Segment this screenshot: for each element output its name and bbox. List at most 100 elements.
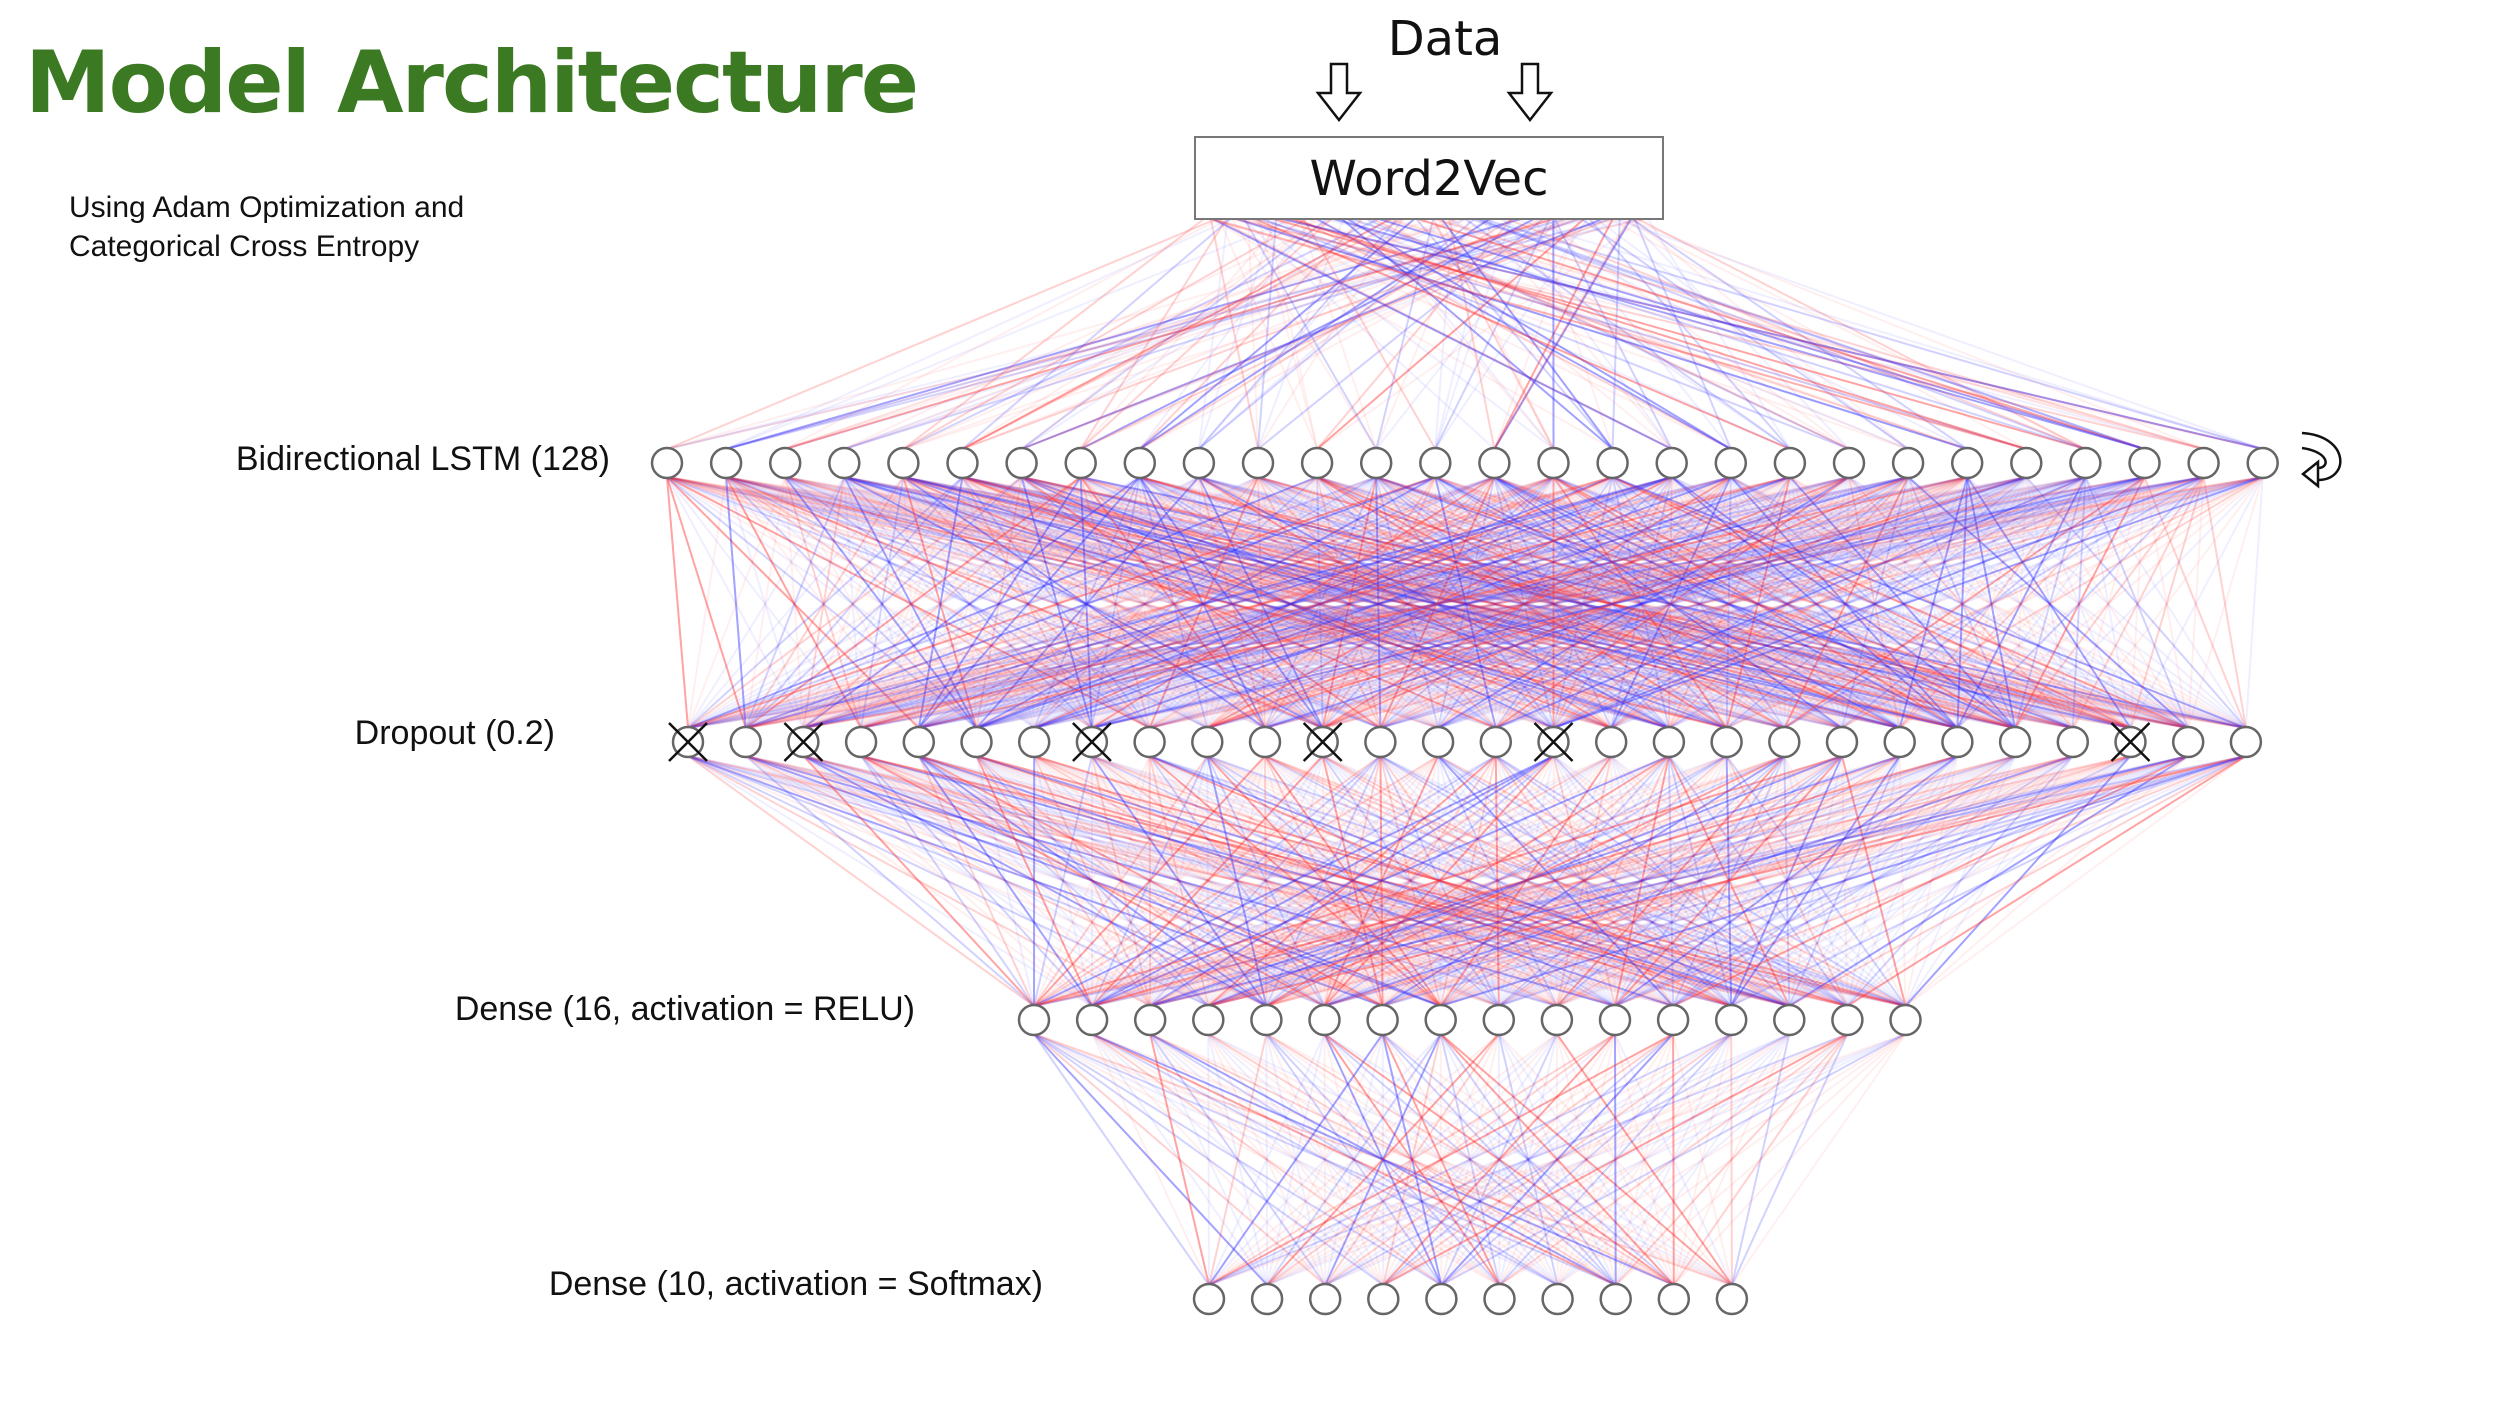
connection-line [1206, 755, 1906, 1007]
connection-line [1208, 1033, 1500, 1286]
connection-line [1504, 217, 2086, 450]
connection-line [975, 755, 1035, 1007]
connection-line [1264, 755, 1732, 1007]
connection-line [1789, 476, 2016, 729]
connection-line [2025, 476, 2074, 729]
connection-line [1848, 476, 2247, 729]
connection-line [2014, 476, 2028, 729]
connection-line [1149, 755, 2131, 1007]
connection-line [1783, 476, 2146, 729]
neuron-node [2010, 446, 2043, 480]
connection-line [1033, 755, 2016, 1007]
connection-line [2072, 476, 2264, 729]
connection-line [1091, 755, 1848, 1007]
connection-line [803, 476, 1850, 729]
connection-line [1323, 1033, 1443, 1286]
connection-line [1149, 476, 1968, 729]
connection-line [1079, 476, 1151, 729]
connection-line [1090, 755, 1210, 1007]
connection-line [744, 476, 787, 729]
connection-line [1379, 476, 1909, 729]
neuron-node [1883, 725, 1916, 759]
connection-line [1149, 476, 2263, 729]
connection-line [1789, 476, 2074, 729]
connection-line [1434, 476, 2074, 729]
connection-line [1278, 217, 2263, 450]
connection-line [844, 476, 1843, 729]
connection-line [1206, 755, 1500, 1007]
connection-line [1091, 476, 2204, 729]
connection-line [1091, 476, 1732, 729]
connection-line [918, 755, 1674, 1007]
connection-line [1265, 755, 1612, 1007]
connection-line [803, 476, 2145, 729]
connection-line [687, 476, 1200, 729]
connection-line [1463, 217, 1791, 450]
connection-line [976, 476, 1495, 729]
connection-line [1207, 1033, 1501, 1286]
connection-line [1257, 476, 1382, 729]
connection-line [1439, 755, 1555, 1007]
connection-line [725, 476, 1612, 729]
connection-line [1033, 476, 2204, 729]
connection-line [902, 476, 1208, 729]
connection-line [1498, 755, 1843, 1007]
connection-line [1198, 476, 2131, 729]
connection-line [745, 476, 1495, 729]
connection-line [784, 476, 1151, 729]
connection-line [1080, 476, 1554, 729]
connection-line [1440, 755, 1785, 1007]
connection-line [1264, 476, 1732, 729]
dropped-neuron-cross-icon [1302, 722, 1343, 762]
connection-line [1021, 476, 2189, 729]
connection-line [1468, 217, 2145, 450]
connection-line [1033, 755, 1906, 1007]
connection-line [725, 476, 1497, 729]
connection-line [918, 476, 1673, 729]
connection-line [1149, 755, 1382, 1007]
connection-line [843, 476, 1497, 729]
connection-line [1266, 1033, 1558, 1286]
connection-line [1264, 476, 1850, 729]
connection-line [1207, 755, 1555, 1007]
connection-line [1730, 476, 1959, 729]
connection-line [1614, 755, 1670, 1007]
connection-line [1610, 476, 1732, 729]
neuron-node [902, 725, 936, 759]
connection-line [860, 476, 1200, 729]
connection-line [1257, 217, 1278, 450]
connection-line [725, 476, 2189, 729]
connection-line [1033, 1033, 1268, 1286]
neuron-node [650, 446, 684, 480]
neuron-node [1537, 446, 1570, 480]
connection-line [1257, 217, 1545, 450]
connection-line [1478, 217, 2263, 450]
data-label: Data [1388, 11, 1503, 67]
connection-line [843, 476, 1381, 729]
connection-line [843, 217, 1549, 450]
connection-line [976, 755, 1790, 1007]
connection-line [918, 476, 1968, 729]
connection-line [1033, 1033, 1733, 1286]
connection-line [803, 476, 1436, 729]
connection-line [1021, 476, 1727, 729]
connection-line [1614, 1033, 1675, 1286]
connection-line [1493, 476, 2016, 729]
connection-line [1139, 476, 2074, 729]
connection-line [1149, 755, 1670, 1007]
connection-line [1610, 476, 2027, 729]
connection-line [1257, 476, 1612, 729]
connection-line [1091, 755, 1497, 1007]
connection-line [785, 476, 2016, 729]
connection-line [1316, 476, 2016, 729]
connection-line [1493, 476, 1613, 729]
connection-line [1091, 476, 1909, 729]
connection-line [860, 476, 964, 729]
connection-line [1668, 476, 2086, 729]
connection-line [1493, 476, 1843, 729]
connection-line [666, 217, 1650, 450]
connection-line [725, 476, 2131, 729]
connection-line [1671, 476, 2131, 729]
connection-line [1208, 1033, 1674, 1286]
